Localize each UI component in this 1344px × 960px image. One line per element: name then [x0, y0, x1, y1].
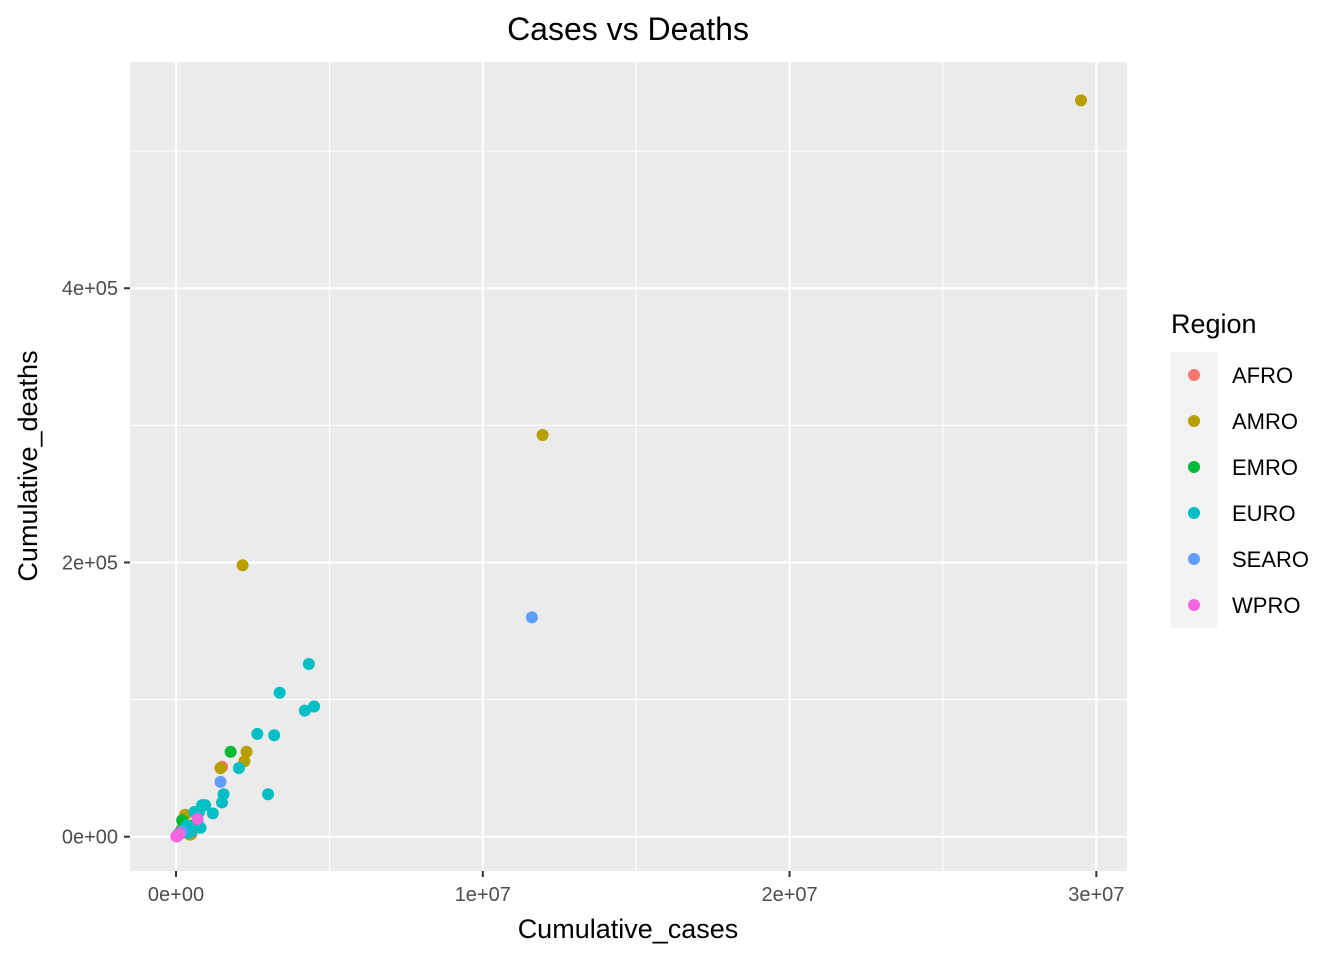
data-point-amro	[536, 428, 549, 441]
y-tick-label: 0e+00	[62, 827, 118, 849]
data-point-wpro	[191, 812, 204, 825]
legend-key-afro	[1188, 369, 1200, 381]
y-axis-title: Cumulative_deaths	[13, 350, 43, 581]
major-gridlines	[130, 62, 1127, 871]
data-point-euro	[206, 807, 219, 820]
x-axis-title: Cumulative_cases	[518, 914, 739, 944]
data-point-amro	[1074, 94, 1087, 107]
legend: Region AFRO AMRO EMRO EURO SEARO WPRO	[1171, 309, 1309, 628]
legend-key-background	[1171, 352, 1217, 628]
x-tick-label: 3e+07	[1068, 884, 1124, 906]
data-point-wpro	[173, 827, 186, 840]
legend-label-amro: AMRO	[1232, 409, 1298, 434]
data-point-euro	[273, 686, 286, 699]
data-point-euro	[308, 700, 321, 713]
data-point-amro	[236, 559, 249, 572]
data-point-euro	[262, 788, 275, 801]
legend-title: Region	[1171, 309, 1257, 339]
data-point-amro	[240, 745, 253, 758]
x-axis: 0e+00 1e+07 2e+07 3e+07	[148, 871, 1124, 906]
x-tick-label: 0e+00	[148, 884, 204, 906]
data-point-euro	[216, 796, 229, 809]
y-axis: 0e+00 2e+05 4e+05	[62, 278, 130, 849]
data-point-euro	[298, 704, 311, 717]
data-point-euro	[302, 657, 315, 670]
legend-key-wpro	[1188, 599, 1200, 611]
legend-key-searo	[1188, 553, 1200, 565]
data-point-euro	[232, 762, 245, 775]
data-point-searo	[214, 775, 227, 788]
legend-label-afro: AFRO	[1232, 363, 1293, 388]
minor-gridlines	[130, 62, 1127, 871]
legend-label-emro: EMRO	[1232, 455, 1298, 480]
y-tick-label: 2e+05	[62, 552, 118, 574]
data-point-euro	[251, 727, 264, 740]
data-point-euro	[268, 729, 281, 742]
legend-key-emro	[1188, 461, 1200, 473]
plot-panel	[130, 62, 1127, 871]
legend-label-euro: EURO	[1232, 501, 1296, 526]
chart-title: Cases vs Deaths	[507, 11, 749, 47]
data-points	[170, 94, 1087, 843]
y-tick-label: 4e+05	[62, 278, 118, 300]
data-point-emro	[224, 745, 237, 758]
x-tick-label: 1e+07	[455, 884, 511, 906]
legend-label-searo: SEARO	[1232, 547, 1309, 572]
x-tick-label: 2e+07	[761, 884, 817, 906]
data-point-searo	[525, 611, 538, 624]
legend-key-amro	[1188, 415, 1200, 427]
data-point-amro	[214, 762, 227, 775]
legend-key-euro	[1188, 507, 1200, 519]
legend-label-wpro: WPRO	[1232, 593, 1300, 618]
